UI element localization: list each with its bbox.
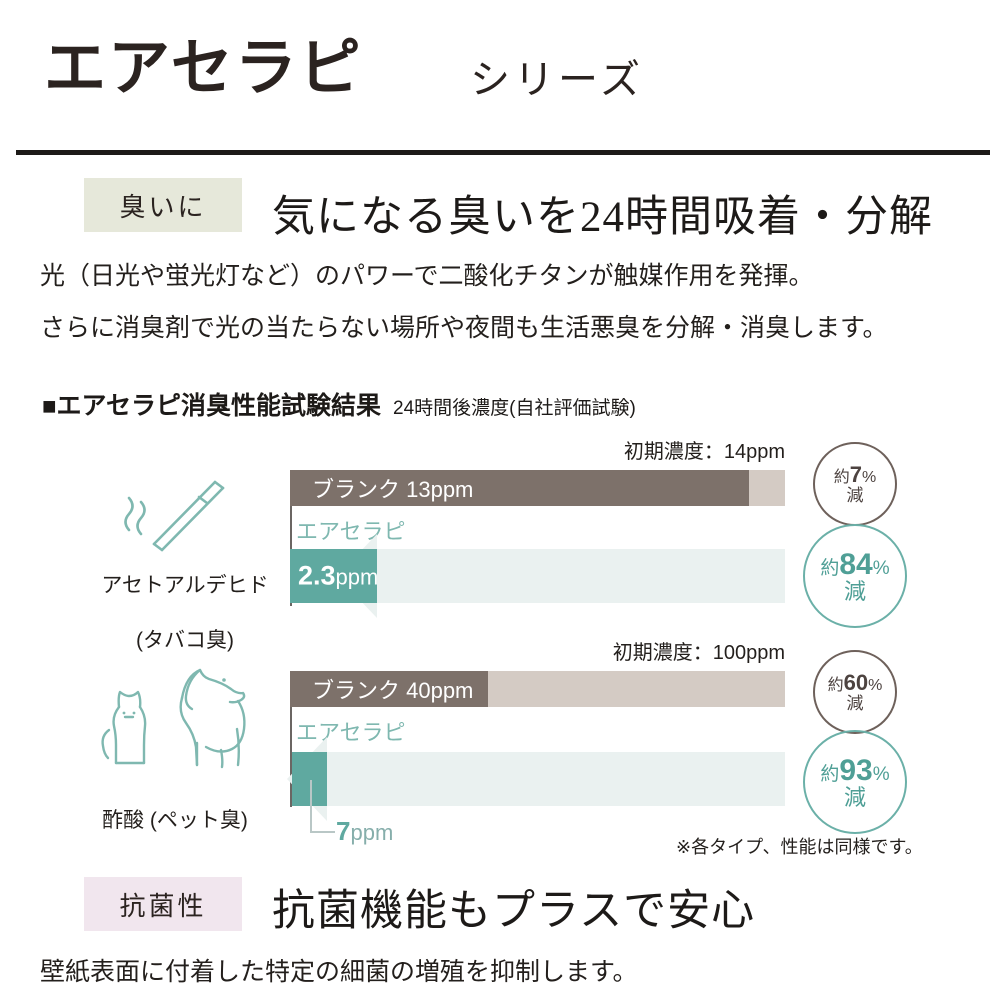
airtherapy-bar-label-row-1: 2.3ppm — [298, 560, 379, 591]
blank-bar-row-1 — [290, 470, 749, 506]
blank-bar-label-row-1: ブランク 13ppm — [312, 477, 474, 502]
airtherapy-bar-label-row-2: 7ppm — [336, 816, 394, 846]
badge-suffix-row-1-blank: 減 — [846, 485, 864, 505]
reduction-badge-airtherapy-row-1: 約84% 減 — [803, 524, 907, 628]
airtherapy-bar-row-2 — [292, 752, 327, 806]
row-label-acetaldehyde: アセトアルデヒド (タバコ臭) — [101, 574, 269, 652]
odor-body-line-2: さらに消臭剤で光の当たらない場所や夜間も生活悪臭を分解・消臭します。 — [40, 315, 888, 342]
reduction-badge-blank-row-2: 約60% 減 — [813, 650, 897, 734]
odor-body-line-1: 光（日光や蛍光灯など）のパワーで二酸化チタンが触媒作用を発揮。 — [40, 263, 814, 290]
reduction-band-row-2 — [327, 752, 785, 806]
chart-footnote: ※各タイプ、性能は同様です。 — [676, 837, 923, 857]
badge-suffix-row-2-blank: 減 — [846, 693, 864, 713]
bullet-square-icon: ■ — [42, 393, 57, 420]
cigarette-icon — [110, 472, 240, 557]
page-subtitle: シリーズ — [470, 58, 644, 102]
chart-heading-note: 24時間後濃度(自社評価試験) — [393, 398, 636, 419]
badge-suffix-row-2-air: 減 — [843, 785, 866, 811]
blank-bar-row-2 — [290, 671, 488, 707]
callout-leader-horizontal-row-2 — [310, 831, 335, 833]
badge-percent-row-2-air: 約93% — [820, 753, 890, 787]
blank-bar-label-row-2: ブランク 40ppm — [312, 678, 474, 703]
badge-percent-row-1-blank: 約7% — [833, 462, 877, 488]
section-tag-odor: 臭いに — [84, 178, 242, 232]
reduction-band-row-1 — [377, 549, 785, 603]
section-headline-odor: 気になる臭いを24時間吸着・分解 — [272, 194, 933, 241]
initial-concentration-row-2: 初期濃度：100ppm — [612, 642, 785, 664]
blank-track-row-2: ブランク 40ppm — [290, 671, 785, 707]
row-label-acetic-acid: 酢酸 (ペット臭) — [102, 809, 248, 833]
header-divider — [16, 150, 990, 155]
callout-leader-vertical-row-2 — [310, 780, 312, 832]
page-title: エアセラピ — [44, 34, 363, 103]
reduction-badge-airtherapy-row-2: 約93% 減 — [803, 730, 907, 834]
chart-heading: ■ エアセラピ消臭性能試験結果 24時間後濃度(自社評価試験) — [42, 386, 636, 422]
antibacterial-body-line-1: 壁紙表面に付着した特定の細菌の増殖を抑制します。 — [40, 959, 638, 986]
blank-track-row-1: ブランク 13ppm — [290, 470, 785, 506]
initial-concentration-row-1: 初期濃度：14ppm — [623, 441, 785, 463]
cat-dog-icon — [86, 662, 266, 782]
badge-percent-row-2-blank: 約60% — [827, 670, 883, 696]
badge-suffix-row-1-air: 減 — [843, 579, 866, 605]
badge-percent-row-1-air: 約84% — [820, 547, 890, 581]
section-tag-antibacterial: 抗菌性 — [84, 877, 242, 931]
chart-heading-main: エアセラピ消臭性能試験結果 — [56, 392, 382, 420]
airtherapy-bar-row-1: 2.3ppm — [290, 549, 379, 603]
reduction-badge-blank-row-1: 約7% 減 — [813, 442, 897, 526]
section-headline-antibacterial: 抗菌機能もプラスで安心 — [272, 888, 756, 935]
